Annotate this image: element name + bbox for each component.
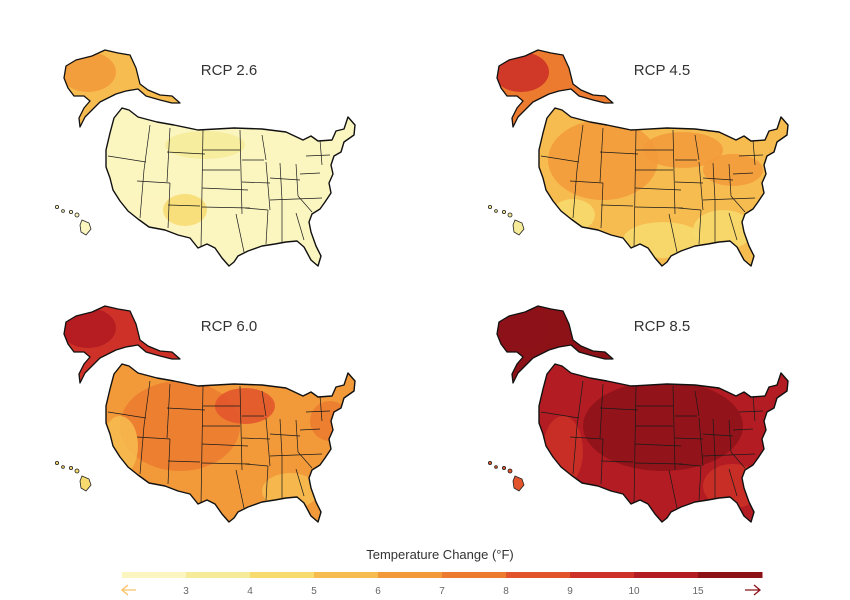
legend-tick-label: 4: [247, 586, 253, 597]
contiguous-us-map: [538, 363, 789, 523]
legend-swatch: [122, 572, 187, 578]
panel-rcp-1: RCP 2.6: [54, 49, 356, 267]
panel-title: RCP 8.5: [634, 318, 690, 335]
contiguous-us-map: [105, 107, 356, 267]
legend-swatch: [634, 572, 699, 578]
legend-tick-label: 10: [628, 586, 640, 597]
contiguous-us-map: [105, 363, 356, 523]
legend-swatch: [698, 572, 763, 578]
legend-swatch: [186, 572, 251, 578]
contiguous-us-map: [538, 107, 789, 267]
panel-rcp-3: RCP 6.0: [54, 305, 356, 523]
color-legend: Temperature Change (°F) 3 4 5 6 7 8 9 10 15: [120, 547, 763, 597]
legend-tick-label: 6: [375, 586, 381, 597]
legend-tick-label: 3: [183, 586, 189, 597]
alaska-map: [496, 305, 614, 384]
hawaii-map: [487, 460, 525, 492]
legend-tick-label: 9: [567, 586, 573, 597]
alaska-map: [496, 49, 614, 128]
legend-tick-label: 7: [439, 586, 445, 597]
hawaii-map: [54, 204, 92, 236]
legend-swatch: [442, 572, 507, 578]
right-arrow-icon: [745, 584, 762, 596]
left-arrow-icon: [120, 584, 136, 596]
legend-swatch: [314, 572, 379, 578]
legend-tick-label: 15: [692, 586, 704, 597]
panel-title: RCP 4.5: [634, 62, 690, 79]
hawaii-map: [54, 460, 92, 492]
legend-tick-label: 8: [503, 586, 509, 597]
alaska-map: [63, 49, 181, 128]
legend-swatch: [250, 572, 315, 578]
legend-title: Temperature Change (°F): [366, 547, 514, 562]
panel-rcp-4: RCP 8.5: [487, 305, 789, 523]
legend-swatch: [378, 572, 443, 578]
panel-title: RCP 6.0: [201, 318, 257, 335]
panel-rcp-2: RCP 4.5: [487, 49, 789, 267]
alaska-map: [63, 305, 181, 384]
legend-swatch: [506, 572, 571, 578]
panel-title: RCP 2.6: [201, 62, 257, 79]
legend-swatch: [570, 572, 635, 578]
hawaii-map: [487, 204, 525, 236]
legend-tick-label: 5: [311, 586, 317, 597]
